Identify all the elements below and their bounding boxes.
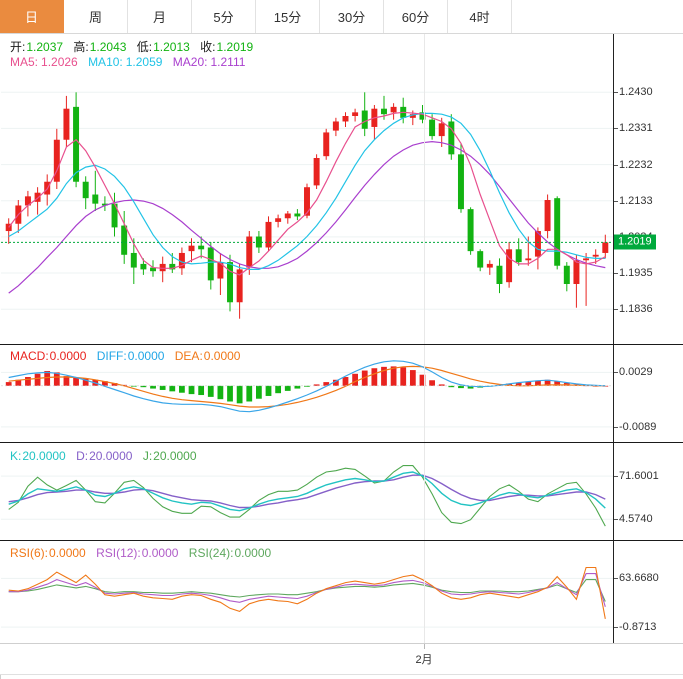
- date-tick: [424, 644, 425, 649]
- rsi-axis: 63.6680 -0.8713: [613, 541, 683, 643]
- timeframe-tabbar: 日 周 月 5分 15分 30分 60分 4时: [0, 0, 683, 34]
- tab-week[interactable]: 周: [64, 0, 128, 33]
- macd-plot[interactable]: [1, 345, 613, 442]
- price-chart-panel: 开:1.2037 高:1.2043 低:1.2013 收:1.2019 MA5:…: [0, 34, 683, 344]
- price-axis-label: 1.2331: [619, 122, 653, 135]
- tab-15min-label: 15分: [273, 10, 302, 25]
- date-axis-label: 2月: [415, 654, 433, 666]
- price-axis-label: 1.2232: [619, 158, 653, 171]
- kdj-axis: 71.6001 4.5740: [613, 443, 683, 540]
- tab-4hour-label: 4时: [469, 10, 490, 25]
- kdj-panel: K:20.0000 D:20.0000 J:20.0000 71.6001 4.5…: [0, 443, 683, 540]
- panel-separator-2: [0, 442, 683, 443]
- month-gridline: [424, 34, 425, 344]
- tabbar-filler: [512, 0, 683, 33]
- axis-label: 63.6680: [619, 572, 659, 585]
- axis-tick: [614, 476, 618, 478]
- tab-week-label: 周: [88, 10, 102, 25]
- month-gridline: [424, 443, 425, 540]
- candlestick-plot[interactable]: [1, 34, 613, 344]
- tab-60min-label: 60分: [401, 10, 430, 25]
- axis-tick: [614, 627, 618, 629]
- tab-60min[interactable]: 60分: [384, 0, 448, 33]
- price-axis-label: 1.1836: [619, 303, 653, 316]
- date-axis: 2月: [0, 644, 683, 674]
- panel-separator-3: [0, 540, 683, 541]
- price-axis-label: 1.2430: [619, 86, 653, 99]
- axis-tick: [614, 519, 618, 521]
- tab-month[interactable]: 月: [128, 0, 192, 33]
- tab-4hour[interactable]: 4时: [448, 0, 512, 33]
- panel-separator-4: [0, 643, 683, 644]
- tab-day-label: 日: [24, 10, 38, 25]
- axis-tick: [614, 273, 618, 275]
- current-price-badge: 1.2019: [614, 234, 656, 250]
- axis-tick: [614, 578, 618, 580]
- price-axis: 1.24301.23311.22321.21331.20341.19351.18…: [613, 34, 683, 344]
- axis-tick: [614, 128, 618, 130]
- axis-tick: [614, 200, 618, 202]
- tab-15min[interactable]: 15分: [256, 0, 320, 33]
- tab-5min-label: 5分: [213, 10, 234, 25]
- axis-tick: [614, 372, 618, 374]
- rsi-panel: RSI(6):0.0000 RSI(12):0.0000 RSI(24):0.0…: [0, 541, 683, 643]
- rsi-plot[interactable]: [1, 541, 613, 643]
- axis-tick: [614, 309, 618, 311]
- tab-month-label: 月: [152, 10, 166, 25]
- tab-30min[interactable]: 30分: [320, 0, 384, 33]
- macd-axis: 0.0029 -0.0089: [613, 345, 683, 442]
- price-axis-label: 1.2133: [619, 194, 653, 207]
- axis-tick: [614, 426, 618, 428]
- axis-label: -0.8713: [619, 621, 657, 634]
- tab-30min-label: 30分: [337, 10, 366, 25]
- axis-label: 71.6001: [619, 470, 659, 483]
- panel-separator-1: [0, 344, 683, 345]
- kdj-plot[interactable]: [1, 443, 613, 540]
- price-axis-label: 1.1935: [619, 267, 653, 280]
- tab-5min[interactable]: 5分: [192, 0, 256, 33]
- axis-label: 0.0029: [619, 366, 653, 379]
- tab-day[interactable]: 日: [0, 0, 64, 33]
- macd-panel: MACD:0.0000 DIFF:0.0000 DEA:0.0000 0.002…: [0, 345, 683, 442]
- axis-label: -0.0089: [619, 420, 657, 433]
- bottom-border: [0, 674, 683, 675]
- axis-tick: [614, 164, 618, 166]
- axis-label: 4.5740: [619, 513, 653, 526]
- month-gridline: [424, 345, 425, 442]
- axis-tick: [614, 92, 618, 94]
- month-gridline: [424, 541, 425, 643]
